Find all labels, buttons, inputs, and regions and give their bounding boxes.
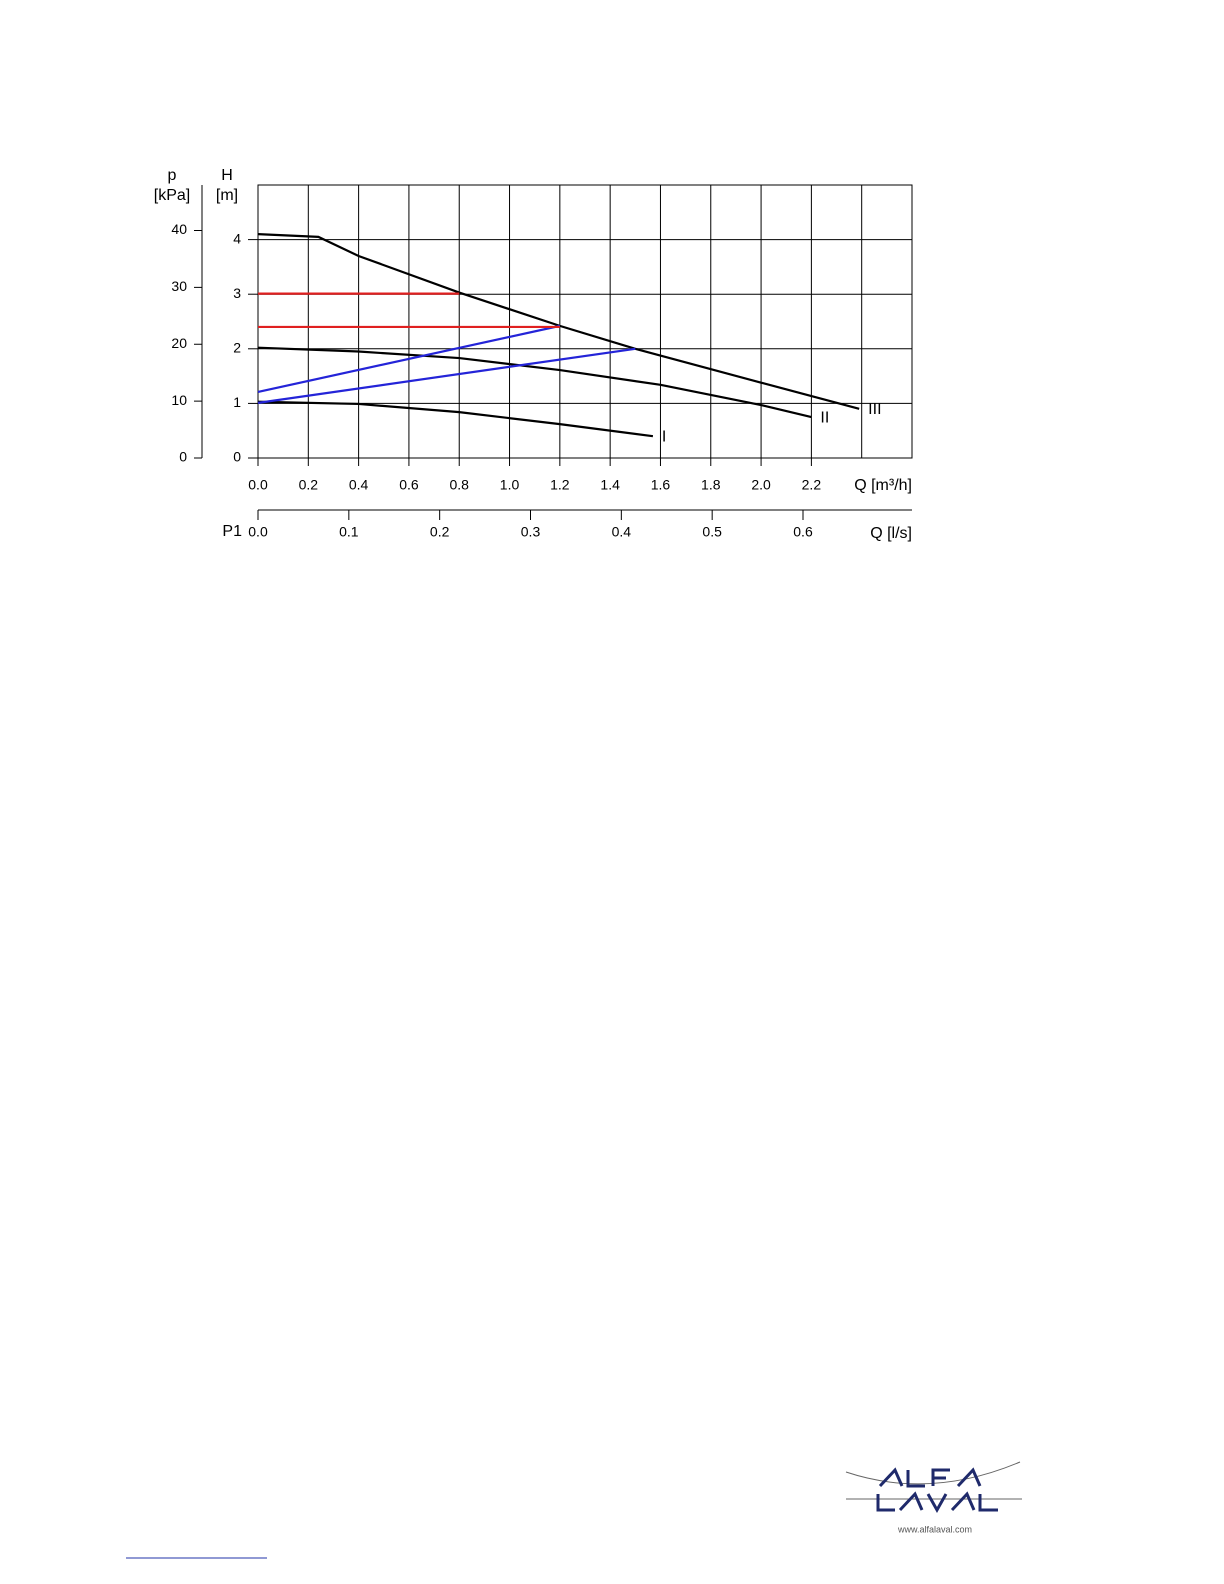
x-tick-label: 1.8 [701, 477, 721, 493]
x-tick-label: 2.2 [802, 477, 822, 493]
x-tick-label: 0.8 [449, 477, 469, 493]
x2-tick-label: 0.1 [339, 524, 359, 540]
series-line [257, 346, 812, 419]
x-tick-label: 1.2 [550, 477, 570, 493]
series-line [257, 233, 860, 410]
y-tick-label: 3 [233, 285, 241, 301]
series-line [257, 347, 636, 404]
y2-tick-label: 30 [171, 278, 187, 294]
x2-tick-label: 0.2 [430, 524, 450, 540]
plot-frame [257, 184, 913, 459]
x-tick-label: 2.0 [751, 477, 771, 493]
x-tick-label: 0.0 [248, 477, 268, 493]
x-tick-label: 0.6 [399, 477, 419, 493]
x2-tick-label: 0.4 [612, 524, 632, 540]
curve-label: II [820, 409, 829, 426]
x-tick-label: 1.4 [600, 477, 620, 493]
y2-tick-label: 0 [179, 449, 187, 465]
x2-tick-label: 0.0 [248, 524, 268, 540]
y-tick-label: 4 [233, 230, 241, 246]
y2-label: p [168, 167, 177, 184]
x2-tick-label: 0.5 [702, 524, 722, 540]
y-tick-label: 1 [233, 394, 241, 410]
x-tick-label: 0.2 [299, 477, 319, 493]
y2-label: [kPa] [154, 187, 190, 204]
curve-label: I [662, 428, 666, 445]
logo-url: www.alfalaval.com [897, 1524, 972, 1534]
y2-tick-label: 20 [171, 335, 187, 351]
series-line [257, 324, 561, 394]
y-tick-label: 0 [233, 449, 241, 465]
logo [845, 1461, 1022, 1514]
curve-label: III [868, 401, 881, 418]
y-label: [m] [216, 187, 238, 204]
x2-prefix: P1 [222, 523, 242, 540]
y2-tick-label: 10 [171, 392, 187, 408]
x-tick-label: 0.4 [349, 477, 369, 493]
x-tick-label: 1.0 [500, 477, 520, 493]
y-tick-label: 2 [233, 340, 241, 356]
x2-tick-label: 0.3 [521, 524, 541, 540]
x2-tick-label: 0.6 [793, 524, 813, 540]
x-tick-label: 1.6 [651, 477, 671, 493]
x-label: Q [m³/h] [854, 477, 912, 494]
x2-label: Q [l/s] [870, 525, 912, 542]
series-line [257, 400, 654, 438]
y-label: H [221, 167, 233, 184]
y2-tick-label: 40 [171, 221, 187, 237]
